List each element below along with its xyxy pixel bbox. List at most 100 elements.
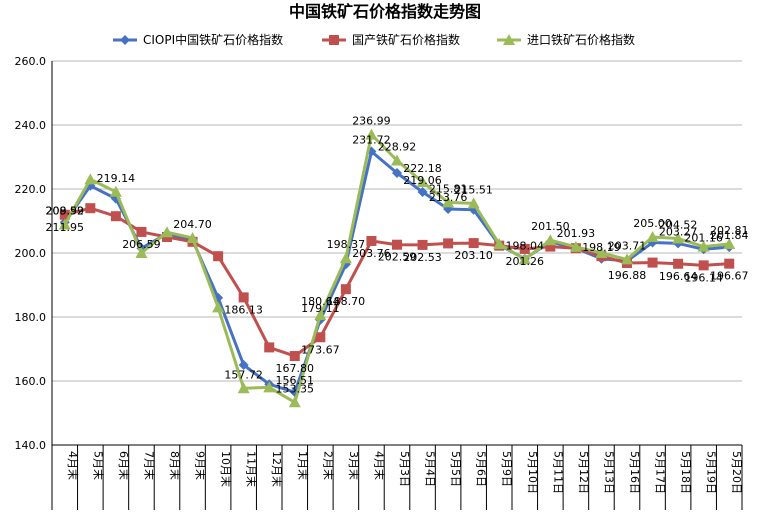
data-point <box>723 238 736 250</box>
x-tick-label: 1月末 <box>296 451 310 480</box>
data-point <box>443 238 454 249</box>
data-label: 153.35 <box>276 382 315 395</box>
data-point <box>339 252 352 264</box>
x-axis: 4月末 5月末 6月末 7月末 8月末 9月末 10月末 11月末 12月末 1月末 2月末 3月末 4… <box>51 444 743 510</box>
legend: CIOPI中国铁矿石价格指数 国产铁矿石价格指数 进口铁矿石价格指数 <box>113 32 635 47</box>
data-point <box>392 168 402 178</box>
data-point <box>672 232 685 244</box>
data-label: 203.76 <box>352 247 391 260</box>
data-point <box>135 247 148 258</box>
data-label: 157.72 <box>224 368 263 381</box>
x-tick-label: 5月13日 <box>602 451 615 494</box>
data-label: 215.51 <box>454 183 493 196</box>
data-point <box>161 226 173 238</box>
data-point <box>416 176 429 188</box>
x-tick-label: 11月末 <box>245 451 259 487</box>
data-point <box>264 342 275 353</box>
x-tick-label: 5月18日 <box>679 451 692 494</box>
x-tick-label: 2月末 <box>321 451 335 480</box>
data-point <box>673 258 684 269</box>
data-label: 204.70 <box>173 218 212 231</box>
data-point <box>85 203 96 214</box>
data-label: 209.59 <box>46 204 85 217</box>
data-label: 201.26 <box>506 255 545 268</box>
data-point <box>519 243 530 254</box>
data-label: 188.70 <box>327 295 366 308</box>
x-tick-label: 9月末 <box>194 451 208 480</box>
legend-label: CIOPI中国铁矿石价格指数 <box>143 32 283 47</box>
data-point <box>84 173 97 185</box>
data-point <box>595 247 608 258</box>
legend-label: 国产铁矿石价格指数 <box>352 32 460 47</box>
data-point <box>518 253 531 265</box>
data-point <box>238 292 249 303</box>
x-tick-label: 5月19日 <box>705 451 718 494</box>
data-point <box>391 154 403 166</box>
data-point <box>467 197 480 209</box>
data-label: 202.81 <box>710 224 749 237</box>
y-tick-label: 180.0 <box>15 311 47 324</box>
data-point <box>340 284 351 295</box>
data-label: 196.14 <box>684 271 723 284</box>
data-point <box>647 257 658 268</box>
data-label: 173.67 <box>301 343 340 356</box>
data-label: 201.16 <box>684 231 723 244</box>
x-tick-label: 4月末 <box>372 451 386 480</box>
data-label: 219.06 <box>403 174 442 187</box>
data-point <box>468 238 479 249</box>
legend-label: 进口铁矿石价格指数 <box>527 32 635 47</box>
data-label: 198.19 <box>582 241 621 254</box>
data-label: 203.10 <box>454 249 493 262</box>
data-point <box>58 218 71 230</box>
data-point <box>569 240 582 252</box>
data-point <box>289 351 300 362</box>
data-point <box>417 187 428 198</box>
y-tick-label: 260.0 <box>15 55 47 68</box>
x-tick-label: 5月12日 <box>577 451 590 494</box>
data-label: 196.88 <box>608 269 647 282</box>
y-tick-label: 220.0 <box>15 183 47 196</box>
data-label: 219.14 <box>97 172 136 185</box>
data-label: 203.71 <box>608 239 647 252</box>
x-tick-label: 5月6日 <box>475 451 488 487</box>
data-point <box>417 239 428 250</box>
data-point <box>186 231 199 243</box>
y-tick-label: 200.0 <box>15 247 47 260</box>
data-point <box>503 34 515 45</box>
data-point <box>213 251 224 262</box>
x-tick-label: 5月5日 <box>449 451 462 487</box>
data-label: 198.37 <box>327 238 366 251</box>
x-tick-label: 5月10日 <box>526 451 539 494</box>
data-point <box>545 241 556 252</box>
data-label: 205.00 <box>633 217 672 230</box>
x-tick-label: 5月17日 <box>654 451 667 494</box>
data-label: 179.11 <box>301 302 340 315</box>
x-tick-label: 5月16日 <box>628 451 641 494</box>
data-label: 211.95 <box>46 221 85 234</box>
data-label: 202.59 <box>378 251 417 264</box>
y-axis: 140.0 160.0 180.0 200.0 220.0 240.0 260.0 <box>15 55 53 452</box>
data-label: 228.92 <box>378 140 417 153</box>
data-point <box>315 332 326 343</box>
data-labels: 209.59 156.51 179.11 231.72 219.06 213.76 198.… <box>46 115 749 396</box>
data-point <box>136 226 147 237</box>
x-tick-label: 5月9日 <box>500 451 513 487</box>
data-point <box>237 382 250 394</box>
data-label: 208.92 <box>46 204 85 217</box>
data-point <box>59 209 70 220</box>
data-label: 180.64 <box>301 295 340 308</box>
y-tick-label: 160.0 <box>15 375 47 388</box>
data-point <box>109 185 122 197</box>
data-point <box>442 196 455 208</box>
x-tick-label: 3月末 <box>347 451 361 480</box>
data-label: 204.52 <box>659 219 698 232</box>
data-point <box>544 234 557 246</box>
data-label: 201.84 <box>710 229 749 242</box>
y-tick-label: 140.0 <box>15 439 47 452</box>
data-label: 215.81 <box>429 182 468 195</box>
x-tick-label: 5月20日 <box>730 451 743 494</box>
data-label: 201.93 <box>557 227 596 240</box>
data-point <box>288 396 301 408</box>
data-point <box>263 381 276 393</box>
